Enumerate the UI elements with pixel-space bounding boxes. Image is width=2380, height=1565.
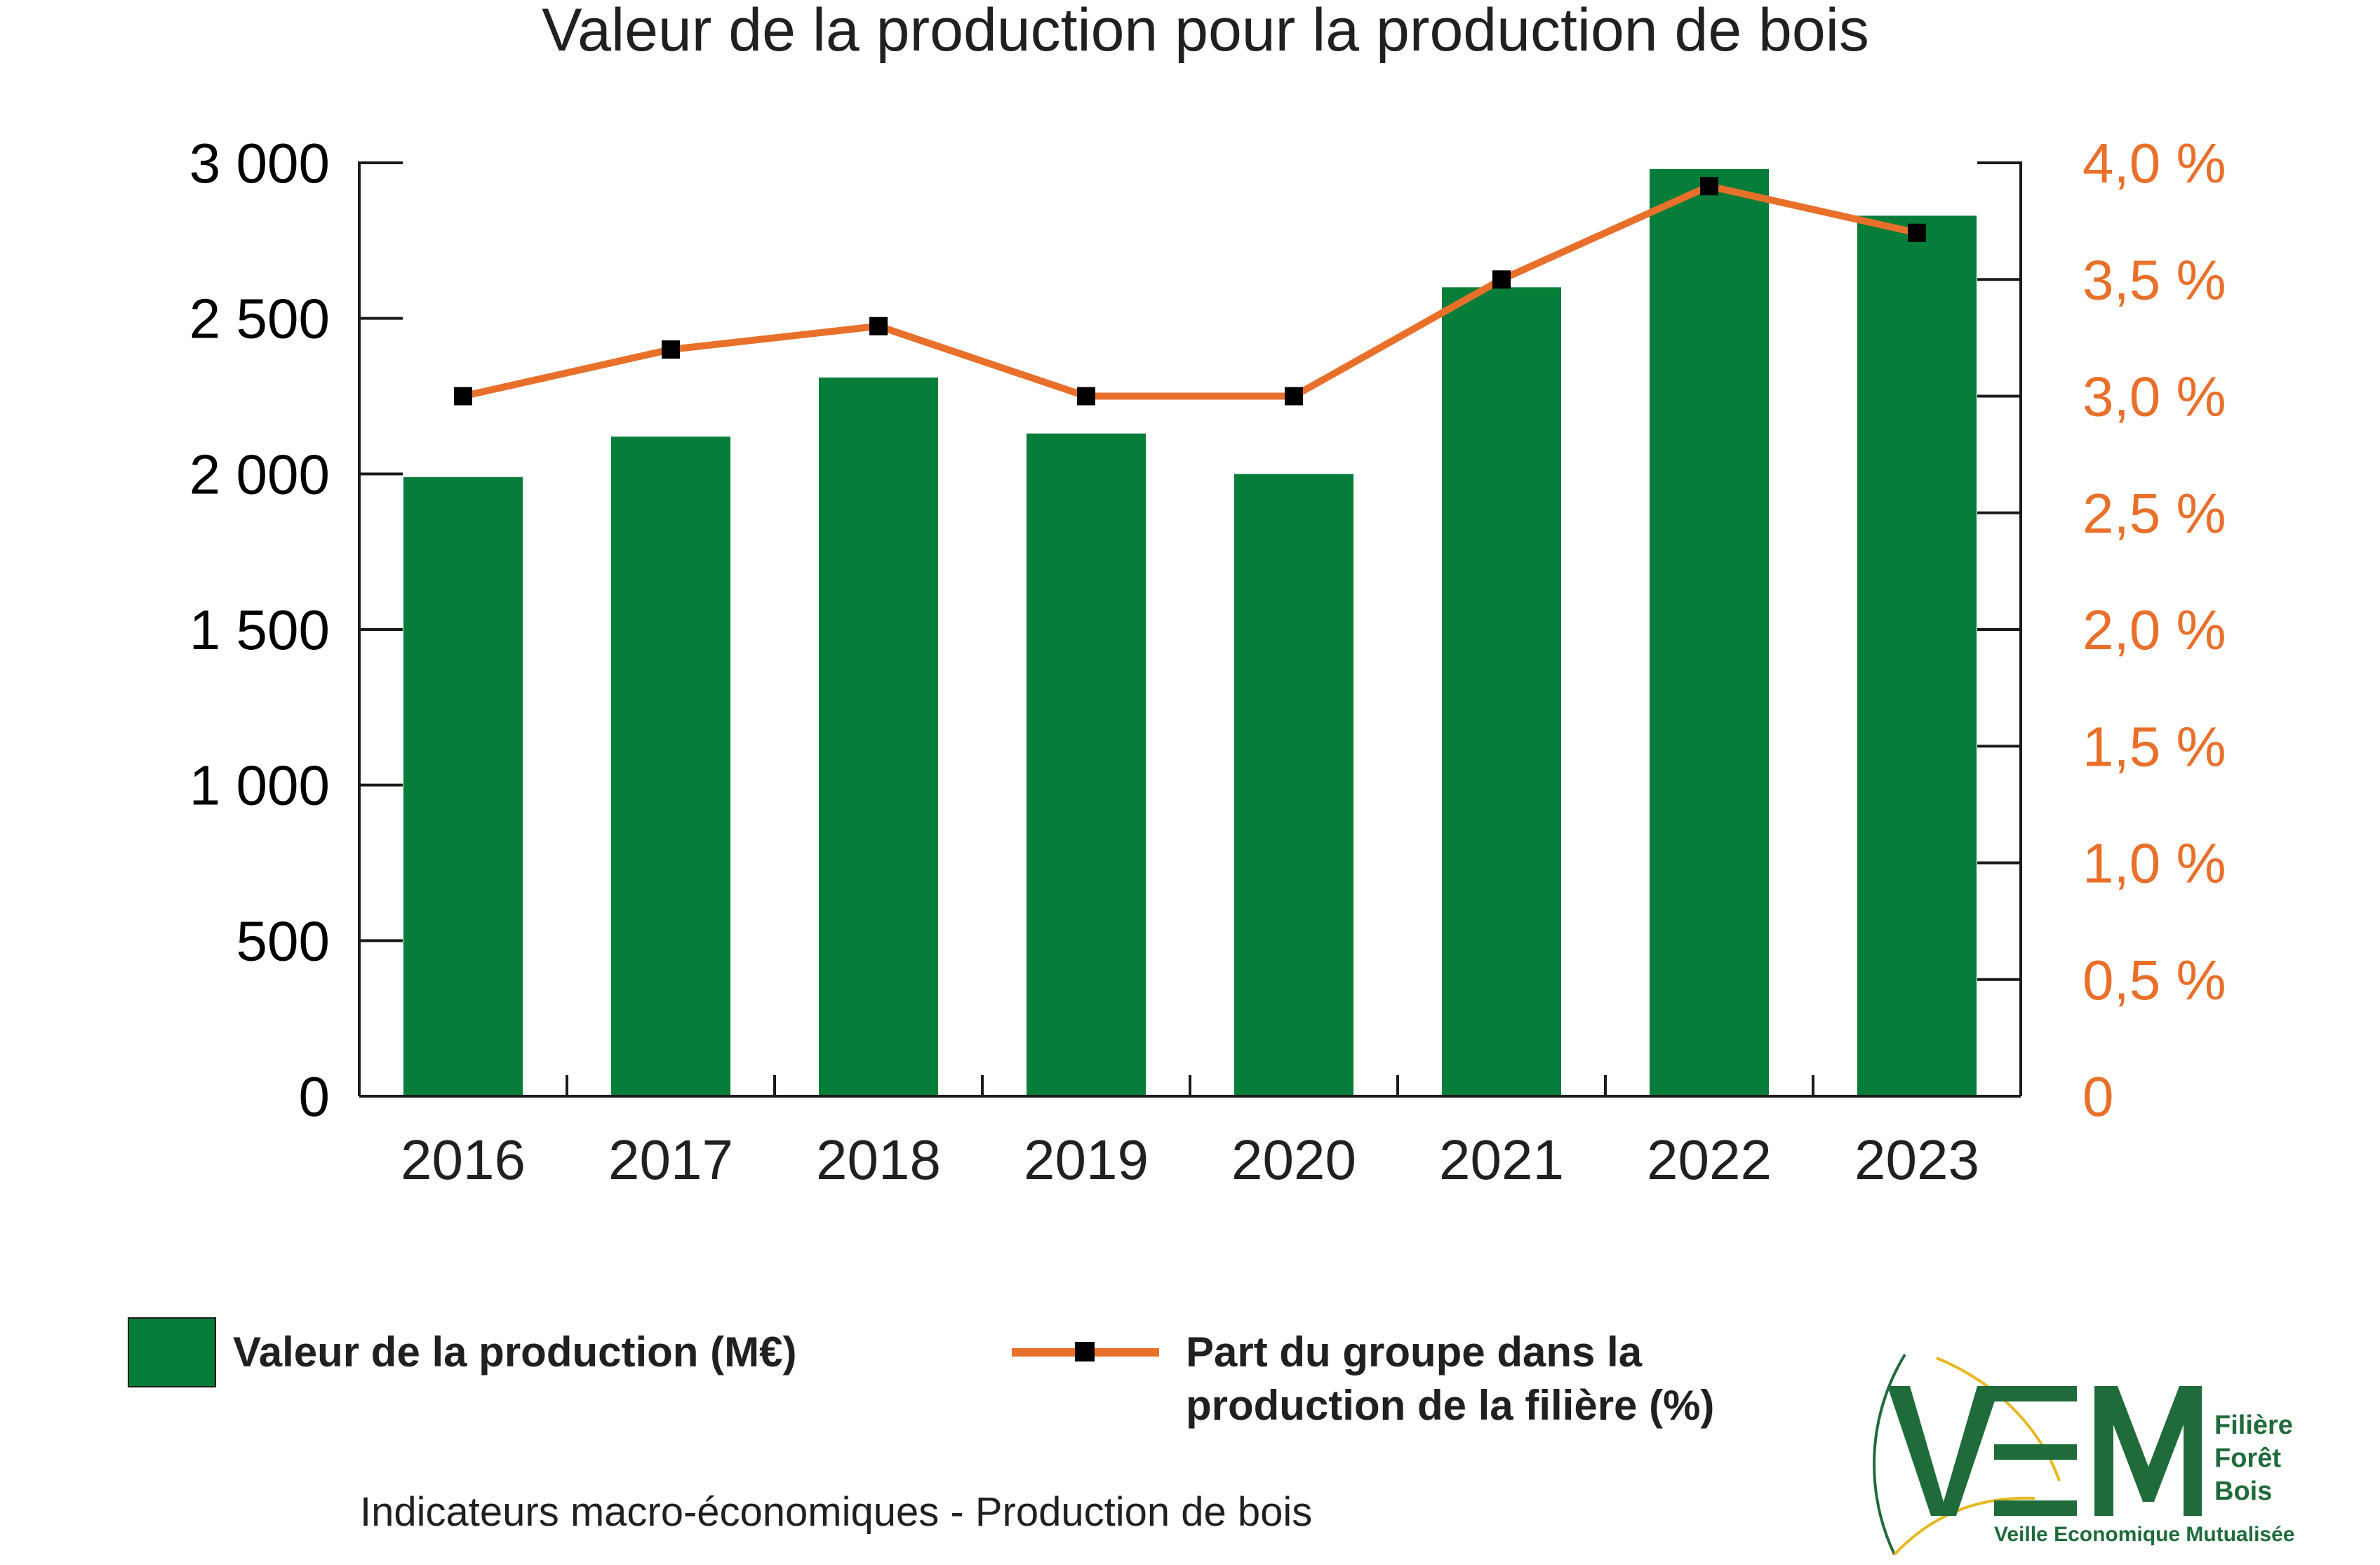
logo-text-bois: Bois (2214, 1477, 2272, 1506)
bar-2016 (403, 477, 523, 1096)
line-point-2020 (1285, 387, 1303, 406)
line-point-2016 (454, 387, 472, 406)
logo-arc-green (1874, 1354, 1905, 1554)
x-tick-label: 2022 (1647, 1128, 1772, 1191)
line-point-2023 (1908, 224, 1926, 242)
legend-line-label-line1: Part du groupe dans la (1186, 1328, 1643, 1376)
bar-2022 (1650, 169, 1769, 1096)
vem-logo: Filière Forêt Bois Veille Economique Mut… (1874, 1354, 2294, 1554)
legend-bar-label: Valeur de la production (M€) (233, 1328, 796, 1376)
left-tick-label: 3 000 (189, 132, 330, 194)
x-tick-label: 2019 (1024, 1128, 1149, 1191)
x-tick-label: 2016 (401, 1128, 526, 1191)
logo-letter-e-bottom (1994, 1500, 2077, 1516)
x-tick-label: 2017 (608, 1128, 733, 1191)
right-tick-label: 2,0 % (2082, 599, 2226, 661)
left-tick-label: 2 500 (189, 288, 330, 350)
legend-bar-swatch (128, 1318, 215, 1387)
bar-2019 (1027, 434, 1146, 1096)
line-point-2019 (1077, 387, 1095, 406)
line-point-2022 (1700, 177, 1718, 195)
right-tick-label: 3,5 % (2082, 248, 2226, 311)
line-point-2017 (662, 340, 680, 359)
logo-text-filiere: Filière (2214, 1411, 2293, 1440)
axes (359, 161, 2021, 1096)
legend: Valeur de la production (M€) Part du gro… (128, 1318, 1714, 1429)
right-tick-label: 4,0 % (2082, 132, 2226, 194)
right-axis-tick-labels: 0 0,5 % 1,0 % 1,5 % 2,0 % 2,5 % 3,0 % 3,5 % 4,0 … (2082, 132, 2226, 1128)
left-tick-label: 1 000 (189, 754, 330, 817)
right-tick-label: 1,5 % (2082, 715, 2226, 778)
x-tick-label: 2020 (1231, 1128, 1356, 1191)
left-tick-label: 1 500 (189, 599, 330, 661)
bar-2023 (1857, 215, 1977, 1096)
right-tick-label: 3,0 % (2082, 366, 2226, 428)
bar-2020 (1234, 474, 1353, 1096)
logo-text-foret: Forêt (2214, 1444, 2281, 1473)
x-tick-label: 2021 (1439, 1128, 1564, 1191)
chart-title: Valeur de la production pour la producti… (542, 0, 1869, 64)
left-tick-label: 500 (236, 910, 330, 972)
right-tick-label: 0,5 % (2082, 949, 2226, 1011)
line-point-2021 (1492, 270, 1511, 288)
footer-caption: Indicateurs macro-économiques - Producti… (360, 1489, 1312, 1535)
line-point-2018 (869, 317, 888, 335)
logo-letter-v (1887, 1386, 2000, 1516)
legend-line-marker (1075, 1342, 1095, 1361)
x-tick-label: 2023 (1854, 1128, 1979, 1191)
logo-letter-e-top (1994, 1386, 2077, 1401)
right-tick-label: 2,5 % (2082, 482, 2226, 545)
left-axis-tick-labels: 0 500 1 000 1 500 2 000 2 500 3 000 (189, 132, 330, 1128)
bar-2017 (611, 437, 730, 1096)
logo-letter-m (2094, 1386, 2202, 1516)
bar-series (403, 169, 1977, 1096)
logo-arc-yellow (1937, 1358, 2059, 1481)
right-tick-label: 0 (2082, 1065, 2114, 1128)
logo-tagline: Veille Economique Mutualisée (1994, 1523, 2294, 1546)
legend-line-label-line2: production de la filière (%) (1186, 1382, 1714, 1429)
bar-2021 (1442, 287, 1561, 1096)
logo-letter-e-mid (1994, 1444, 2077, 1460)
x-tick-label: 2018 (816, 1128, 941, 1191)
left-tick-label: 0 (299, 1065, 330, 1128)
bar-2018 (819, 378, 938, 1096)
left-tick-label: 2 000 (189, 443, 330, 505)
x-axis-tick-labels: 2016 2017 2018 2019 2020 2021 2022 2023 (401, 1128, 1979, 1191)
right-tick-label: 1,0 % (2082, 832, 2226, 895)
